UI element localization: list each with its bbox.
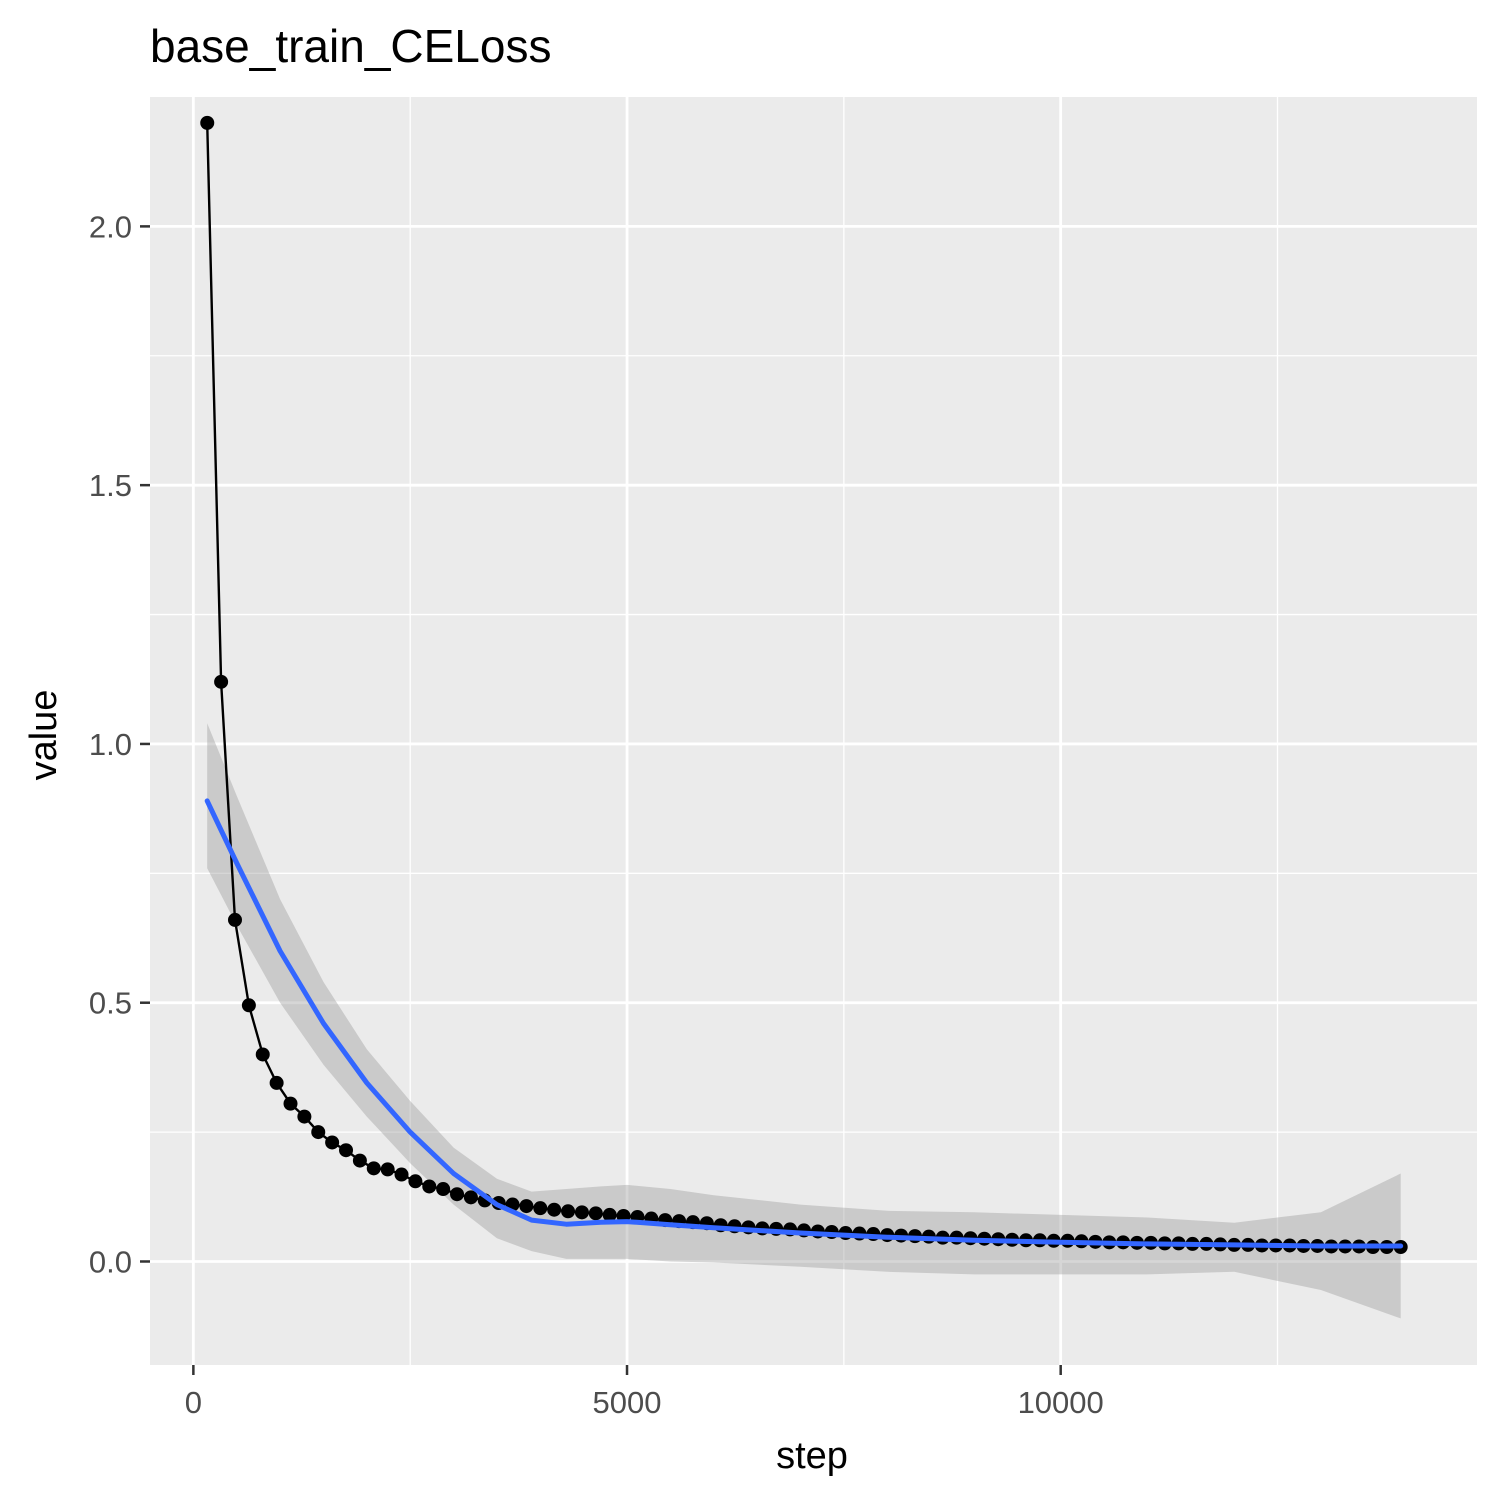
confidence-band bbox=[207, 723, 1401, 1319]
data-point bbox=[533, 1201, 548, 1216]
data-point bbox=[574, 1205, 589, 1220]
data-point bbox=[408, 1174, 423, 1189]
smooth-line-layer bbox=[204, 798, 1404, 1249]
data-point bbox=[255, 1047, 270, 1062]
data-point bbox=[422, 1179, 437, 1194]
y-axis-label: value bbox=[23, 690, 65, 781]
confidence-band-layer bbox=[207, 723, 1401, 1319]
minor-gridlines bbox=[150, 97, 1477, 1365]
data-point bbox=[561, 1204, 576, 1219]
data-point bbox=[297, 1109, 312, 1124]
data-point bbox=[241, 998, 256, 1013]
y-tick-label: 0.5 bbox=[89, 986, 132, 1021]
y-tick-label: 1.0 bbox=[89, 727, 132, 762]
x-axis-label: step bbox=[776, 1435, 848, 1477]
major-gridlines bbox=[150, 97, 1477, 1365]
data-point bbox=[283, 1096, 298, 1111]
x-tick-label: 0 bbox=[185, 1385, 202, 1420]
data-point bbox=[269, 1075, 284, 1090]
data-point bbox=[519, 1199, 534, 1214]
x-axis: 0 5000 10000 bbox=[185, 1365, 1104, 1420]
data-point bbox=[450, 1187, 465, 1202]
data-point bbox=[200, 115, 215, 130]
data-point bbox=[227, 912, 242, 927]
data-point bbox=[547, 1202, 562, 1217]
data-point bbox=[339, 1143, 354, 1158]
x-tick-label: 10000 bbox=[1018, 1385, 1104, 1420]
data-point bbox=[463, 1190, 478, 1205]
chart-title: base_train_CELoss bbox=[150, 20, 551, 72]
data-point bbox=[588, 1206, 603, 1221]
data-point bbox=[214, 674, 229, 689]
data-point bbox=[352, 1153, 367, 1168]
data-point bbox=[380, 1162, 395, 1177]
data-point bbox=[602, 1207, 617, 1222]
plot-panel bbox=[150, 97, 1477, 1365]
data-point bbox=[311, 1125, 326, 1140]
y-axis: 0.0 0.5 1.0 1.5 2.0 bbox=[89, 209, 150, 1279]
y-tick-label: 2.0 bbox=[89, 209, 132, 244]
data-point bbox=[325, 1135, 340, 1150]
smooth-line bbox=[204, 798, 1404, 1249]
data-point bbox=[366, 1161, 381, 1176]
y-tick-label: 0.0 bbox=[89, 1244, 132, 1279]
data-point bbox=[394, 1167, 409, 1182]
y-tick-label: 1.5 bbox=[89, 468, 132, 503]
data-point bbox=[436, 1182, 451, 1197]
x-tick-label: 5000 bbox=[593, 1385, 662, 1420]
